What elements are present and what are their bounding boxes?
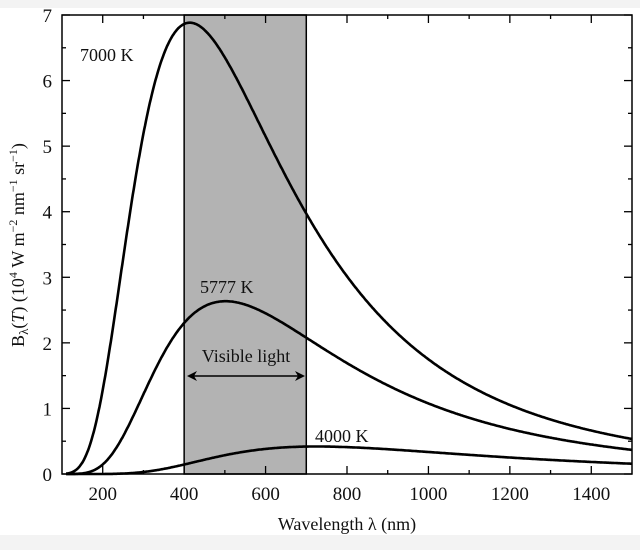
label-4000k: 4000 K [315, 426, 369, 446]
x-tick-label: 1400 [572, 484, 610, 505]
y-tick-label: 2 [43, 334, 53, 355]
visible-light-label: Visible light [202, 346, 290, 366]
x-tick-label: 800 [333, 484, 362, 505]
y-tick-label: 1 [43, 399, 53, 420]
y-axis-label: Bλ(T) (104 W m−2 nm−1 sr−1) [6, 143, 31, 347]
plot-frame [61, 14, 633, 475]
curve-4000k [66, 445, 632, 476]
y-tick-label: 3 [43, 268, 53, 289]
x-tick-label: 400 [170, 484, 199, 505]
curve-7000k [65, 21, 633, 475]
chart-background [0, 8, 640, 535]
x-axis-label: Wavelength λ (nm) [278, 514, 416, 535]
x-tick-label: 1000 [409, 484, 447, 505]
y-tick-label: 4 [43, 203, 53, 224]
label-5777k: 5777 K [200, 277, 254, 297]
curve-5777k [66, 299, 633, 476]
y-tick-label: 7 [43, 6, 53, 27]
y-tick-label: 0 [43, 465, 53, 486]
label-7000k: 7000 K [80, 45, 134, 65]
x-tick-label: 600 [251, 484, 280, 505]
y-tick-label: 5 [43, 137, 53, 158]
x-tick-label: 1200 [491, 484, 529, 505]
x-tick-label: 200 [88, 484, 117, 505]
y-tick-label: 6 [43, 72, 53, 93]
visible-light-band [183, 14, 308, 475]
visible-light-arrow [187, 371, 305, 381]
